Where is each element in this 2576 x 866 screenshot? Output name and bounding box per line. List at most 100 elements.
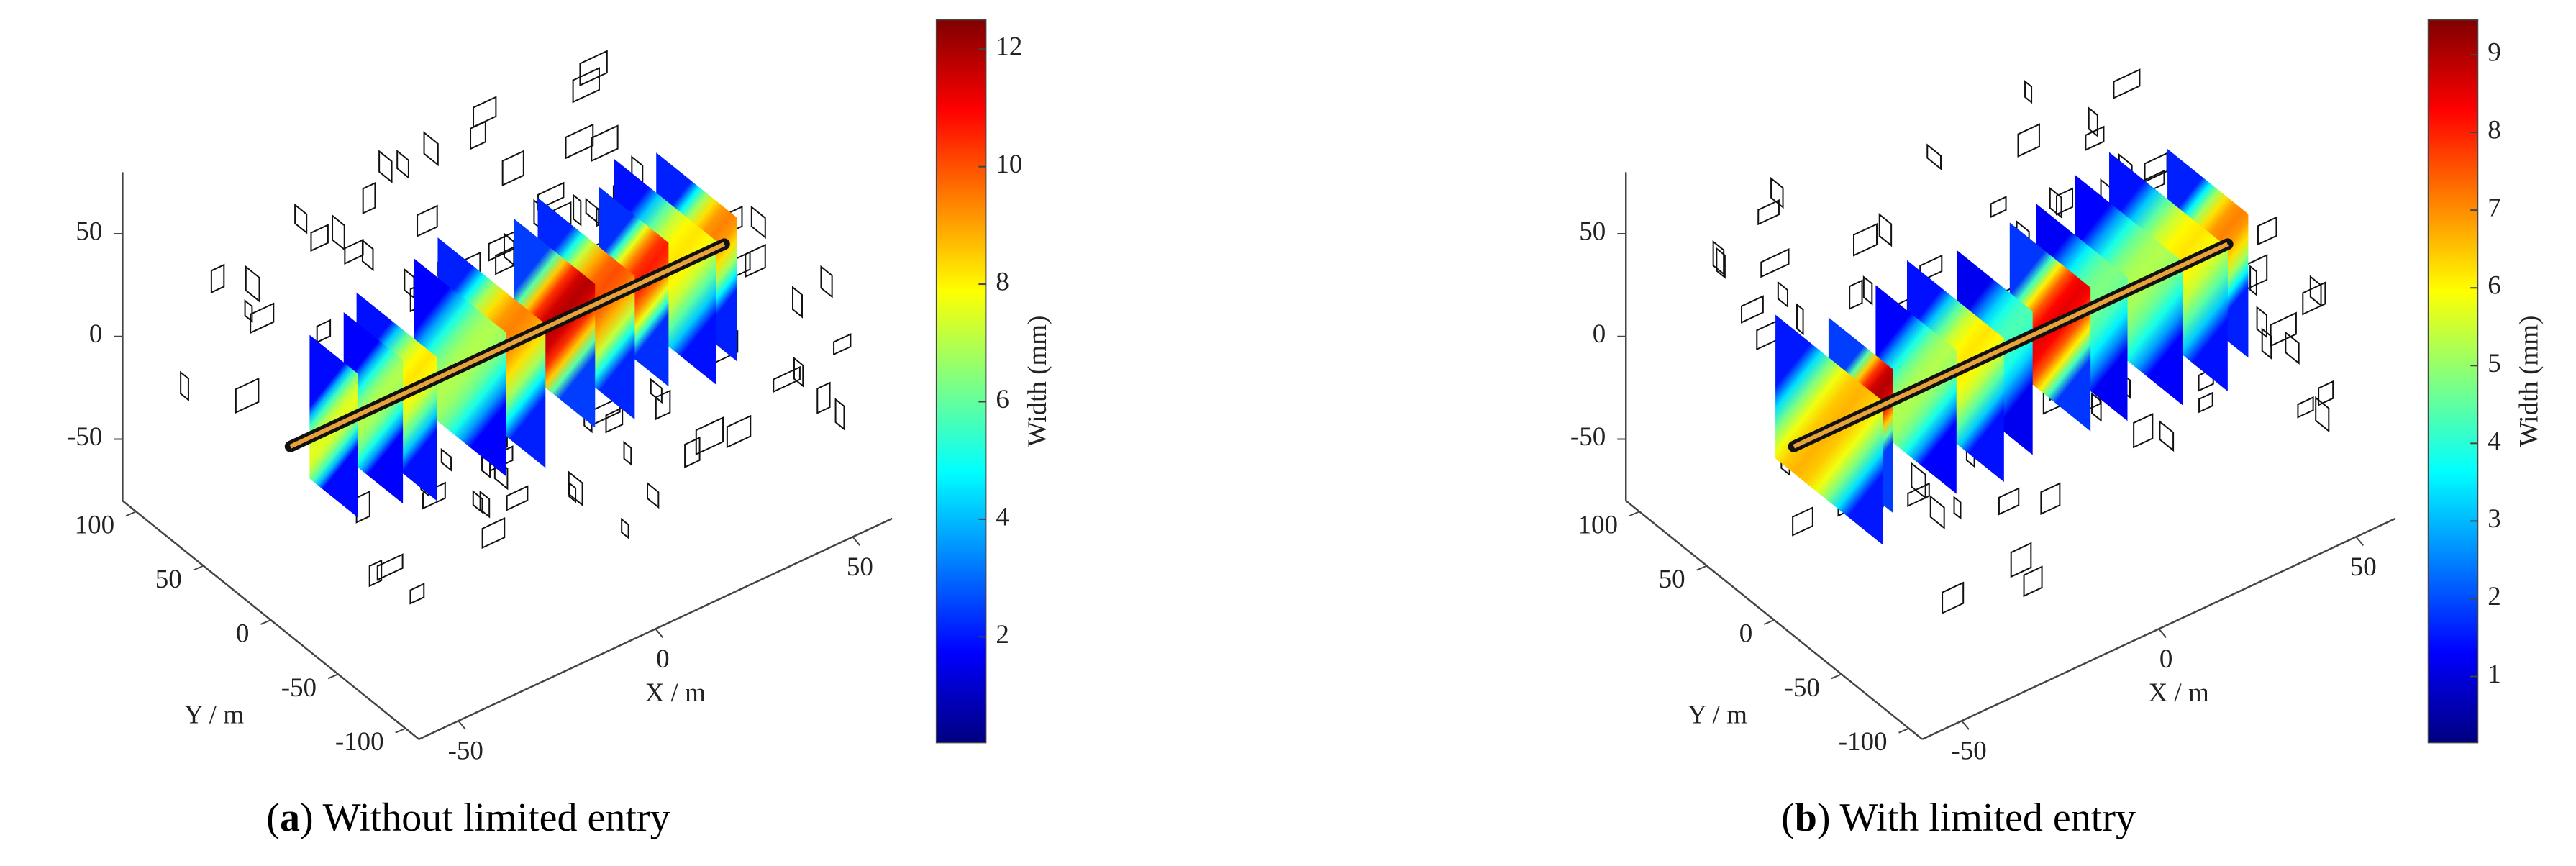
y-tick — [1696, 565, 1708, 571]
natural-fracture — [2285, 331, 2300, 365]
natural-fracture — [1756, 319, 1779, 351]
natural-fracture — [1953, 496, 1962, 520]
natural-fracture — [647, 481, 660, 509]
natural-fracture — [1777, 281, 1789, 309]
caption: (b) With limited entry — [1781, 796, 2136, 840]
natural-fracture — [422, 481, 446, 510]
caption-part: a — [280, 796, 300, 840]
natural-fracture — [623, 440, 632, 466]
panel: -50 0 50 -100 -50 0 50 100 -50 0 50 X / m Y / m 1 2 3 4 5… — [1570, 19, 2544, 840]
x-tick-label: -50 — [1951, 737, 1986, 766]
y-tick-label: -100 — [1839, 727, 1888, 757]
natural-fracture — [565, 123, 594, 160]
colorbar-tick-label: 10 — [996, 150, 1022, 179]
colorbar — [935, 19, 987, 744]
y-axis-label: Y / m — [1688, 701, 1747, 730]
natural-fracture — [235, 377, 260, 414]
natural-fracture — [816, 381, 831, 414]
x-tick-label: 0 — [2159, 644, 2173, 674]
y-tick — [260, 619, 271, 625]
natural-fracture — [621, 517, 629, 539]
colorbar-tick-label: 7 — [2488, 193, 2501, 223]
natural-fracture — [368, 559, 383, 588]
caption-part: ( — [266, 796, 280, 840]
z-tick-label: -50 — [1570, 422, 1606, 452]
natural-fracture — [2024, 80, 2033, 104]
natural-fracture — [361, 239, 374, 272]
y-tick — [193, 565, 204, 571]
natural-fracture — [1849, 279, 1863, 310]
natural-fracture — [568, 481, 577, 503]
y-tick — [125, 511, 137, 517]
natural-fracture — [344, 238, 364, 265]
x-tick — [1961, 720, 1970, 730]
wellbore — [1793, 242, 2229, 449]
x-tick — [852, 536, 861, 547]
natural-fracture — [472, 490, 483, 514]
colorbar-tick-label: 5 — [2488, 349, 2501, 378]
z-tick-label: 0 — [89, 319, 103, 349]
natural-fracture — [791, 286, 803, 319]
y-tick-label: 50 — [155, 565, 182, 594]
caption-part: ( — [1781, 796, 1795, 840]
natural-fracture — [310, 224, 329, 252]
x-tick — [458, 720, 467, 730]
natural-fracture — [250, 302, 275, 334]
natural-fracture — [2023, 565, 2043, 598]
caption: (a) Without limited entry — [266, 796, 670, 840]
colorbar-label: Width (mm) — [1023, 316, 1052, 447]
y-tick-label: 100 — [75, 511, 115, 540]
x-tick-label: 50 — [847, 552, 873, 582]
z-tick-label: 50 — [1579, 216, 1606, 246]
caption-part: ) Without limited entry — [300, 796, 670, 840]
natural-fracture — [2302, 281, 2326, 316]
natural-fracture — [1929, 495, 1945, 530]
y-tick — [327, 673, 339, 680]
x-tick — [655, 628, 664, 638]
x-axis-label: X / m — [2148, 678, 2209, 708]
natural-fracture — [376, 553, 404, 581]
y-tick — [1831, 673, 1842, 680]
colorbar-tick-label: 4 — [996, 502, 1009, 532]
natural-fracture — [833, 333, 852, 356]
natural-fracture — [573, 193, 582, 227]
natural-fracture — [2049, 186, 2062, 219]
natural-fracture — [2159, 420, 2175, 452]
natural-fracture — [745, 244, 766, 278]
caption-part: b — [1795, 796, 1817, 840]
y-tick-label: -100 — [335, 727, 384, 757]
x-tick-label: 50 — [2350, 552, 2377, 582]
y-tick — [1763, 619, 1775, 625]
natural-fracture — [1792, 506, 1813, 537]
panel: -50 0 50 -100 -50 0 50 100 -50 0 50 X / m Y / m 2 4 6 8 1… — [67, 19, 1052, 840]
natural-fracture — [1942, 581, 1965, 614]
natural-fracture — [1998, 487, 2020, 516]
natural-fracture — [2133, 413, 2154, 449]
natural-fracture — [506, 485, 529, 511]
natural-fracture — [2088, 106, 2098, 138]
x-tick — [2158, 628, 2167, 638]
colorbar-tick-label: 2 — [996, 620, 1009, 650]
x-axis-label: X / m — [645, 678, 706, 708]
x-tick-label: -50 — [448, 737, 483, 766]
natural-fracture — [2297, 396, 2314, 419]
colorbar-tick-label: 1 — [2488, 660, 2501, 689]
y-tick — [395, 727, 406, 734]
natural-fracture — [834, 398, 845, 431]
natural-fracture — [245, 265, 260, 303]
natural-fracture — [2144, 152, 2168, 183]
y-tick-label: 50 — [1659, 565, 1685, 594]
y-tick-label: 0 — [1739, 619, 1753, 648]
natural-fracture — [210, 263, 225, 294]
wellbore — [289, 242, 726, 449]
natural-fracture — [1741, 295, 1764, 324]
natural-fracture — [2017, 123, 2040, 158]
natural-fracture — [2091, 392, 2102, 422]
natural-fracture — [316, 319, 332, 344]
colorbar — [2427, 19, 2479, 744]
caption-part: ) With limited entry — [1817, 796, 2136, 840]
colorbar-tick-label: 6 — [996, 385, 1009, 414]
y-tick — [1898, 727, 1909, 734]
natural-fracture — [2257, 216, 2277, 246]
z-tick-label: -50 — [67, 422, 102, 452]
